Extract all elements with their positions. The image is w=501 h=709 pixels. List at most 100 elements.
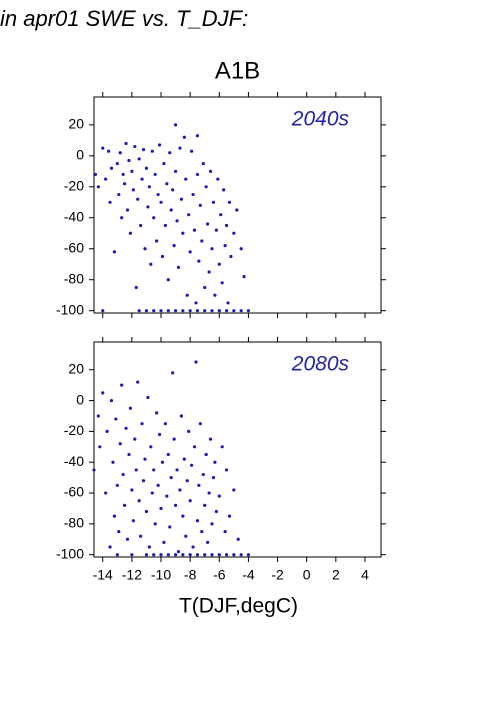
point (190, 463, 194, 467)
point (203, 309, 207, 313)
point (125, 537, 130, 541)
point (203, 553, 207, 557)
x-axis-label: T(DJF,degC) (179, 595, 298, 618)
point (206, 222, 210, 226)
point (197, 259, 201, 263)
point (121, 472, 125, 477)
plot-frame (93, 341, 382, 558)
point (213, 293, 217, 297)
point (112, 514, 116, 518)
point (195, 172, 200, 177)
point (122, 182, 127, 186)
point (208, 437, 213, 441)
point (163, 223, 167, 228)
point (118, 442, 122, 446)
point (166, 452, 170, 457)
point (109, 398, 114, 403)
point (192, 228, 197, 232)
point (166, 278, 170, 282)
point (203, 285, 207, 290)
point (152, 468, 156, 472)
y-tick-label: 0 (76, 147, 84, 163)
point (207, 491, 211, 495)
point (246, 309, 251, 313)
point (217, 309, 221, 313)
point (195, 553, 200, 557)
point (166, 553, 170, 557)
point (210, 553, 214, 557)
point (173, 309, 178, 313)
x-tick-label: -4 (242, 567, 255, 583)
point (224, 309, 229, 313)
point (159, 506, 163, 511)
plot-frame (93, 96, 382, 314)
point (133, 144, 137, 149)
point (175, 219, 179, 223)
point (106, 149, 111, 153)
point (124, 141, 128, 146)
point (235, 208, 239, 212)
x-tick-label: 4 (361, 567, 369, 583)
point (162, 540, 166, 544)
point (217, 553, 221, 557)
point (195, 309, 200, 313)
point (152, 553, 156, 557)
point (157, 432, 162, 437)
point (194, 360, 198, 364)
point (200, 239, 204, 243)
point (130, 488, 134, 492)
point (184, 177, 188, 181)
point (117, 529, 121, 534)
point (163, 422, 167, 426)
point (127, 452, 131, 457)
point (178, 146, 182, 150)
y-tick-label: -100 (56, 545, 84, 561)
annotation: 2040s (291, 108, 350, 131)
point (188, 250, 192, 254)
point (213, 460, 217, 464)
y-tick-label: -20 (64, 422, 84, 438)
point (187, 213, 191, 217)
point (134, 468, 138, 472)
point (105, 429, 109, 433)
y-tick-label: -20 (64, 178, 84, 194)
point (149, 262, 153, 266)
point (171, 188, 175, 192)
point (188, 553, 192, 557)
point (214, 509, 218, 514)
point (175, 468, 179, 472)
point (194, 301, 198, 305)
y-tick-label: 20 (68, 360, 84, 376)
point (239, 553, 243, 557)
point (128, 406, 133, 410)
y-tick-label: -100 (56, 301, 84, 317)
x-tick-label: 2 (332, 567, 340, 583)
point (150, 491, 154, 495)
point (149, 445, 153, 449)
point (224, 468, 229, 472)
point (192, 445, 197, 449)
point (141, 479, 146, 483)
point (134, 285, 138, 290)
point (131, 519, 135, 523)
point (200, 529, 204, 534)
x-tick-label: -6 (213, 567, 226, 583)
point (172, 244, 176, 248)
point (146, 395, 150, 400)
point (232, 309, 236, 313)
point (101, 309, 105, 313)
point (182, 135, 186, 139)
point (152, 309, 156, 313)
point (191, 192, 195, 197)
point (195, 134, 200, 138)
point (201, 161, 205, 166)
point (122, 503, 127, 507)
point (139, 223, 143, 228)
point (109, 166, 114, 170)
point (136, 197, 140, 201)
point (224, 553, 229, 557)
point (217, 494, 221, 498)
point (104, 491, 108, 495)
